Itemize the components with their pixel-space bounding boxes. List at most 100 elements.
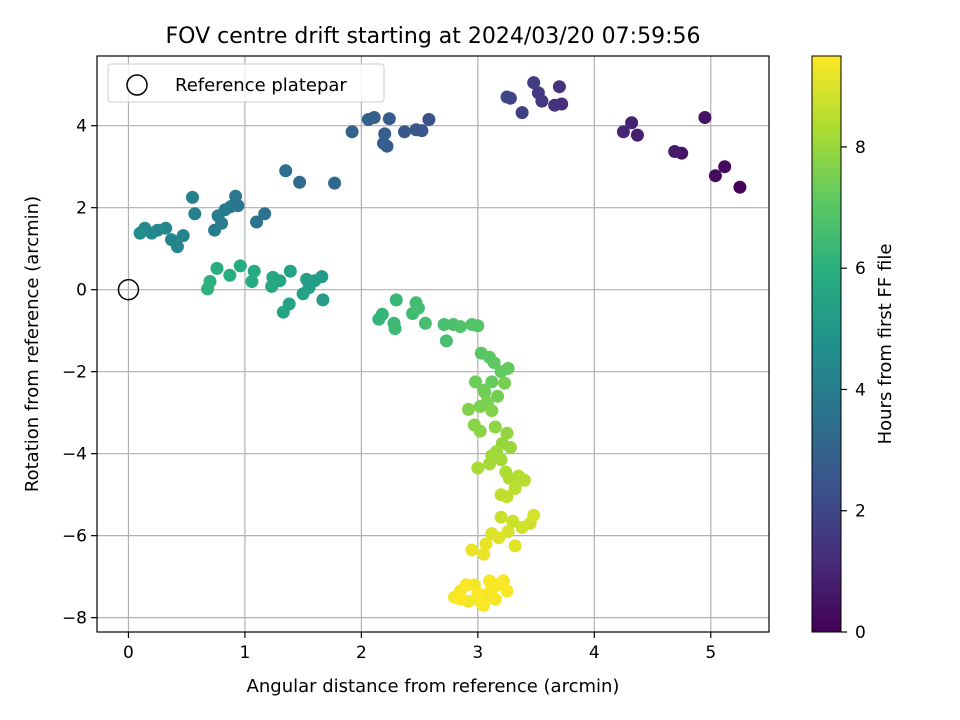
data-point bbox=[453, 592, 467, 606]
data-point bbox=[485, 404, 499, 418]
data-point bbox=[616, 125, 630, 139]
x-tick-label: 1 bbox=[239, 643, 250, 663]
data-point bbox=[293, 175, 307, 189]
data-point bbox=[345, 125, 359, 139]
data-point bbox=[208, 223, 222, 237]
colorbar bbox=[811, 55, 842, 633]
data-point bbox=[258, 207, 272, 221]
colorbar-label: Hours from first FF file bbox=[875, 244, 896, 445]
data-point bbox=[223, 268, 237, 282]
data-point bbox=[471, 461, 485, 475]
data-point bbox=[389, 293, 403, 307]
x-axis-label: Angular distance from reference (arcmin) bbox=[247, 676, 620, 697]
data-point bbox=[250, 215, 264, 229]
data-point bbox=[186, 190, 199, 204]
chart-title: FOV centre drift starting at 2024/03/20 … bbox=[166, 24, 701, 49]
data-point bbox=[296, 287, 310, 301]
y-tick-label: −4 bbox=[62, 445, 87, 465]
colorbar-tick-label: 0 bbox=[855, 623, 866, 643]
data-point bbox=[469, 375, 482, 389]
axis-ticks: 0 1 2 3 4 5 −8 −6 −4 −2 0 2 4 bbox=[62, 117, 716, 663]
data-point bbox=[471, 319, 485, 333]
data-point bbox=[361, 113, 375, 126]
data-point bbox=[483, 574, 496, 588]
legend-entry: Reference platepar bbox=[175, 75, 347, 96]
legend-box bbox=[107, 63, 385, 103]
data-point bbox=[459, 578, 473, 592]
x-tick-label: 5 bbox=[705, 643, 716, 663]
data-point bbox=[276, 305, 290, 319]
x-tick-label: 2 bbox=[356, 643, 367, 663]
data-point bbox=[453, 320, 467, 334]
data-point bbox=[176, 229, 190, 243]
reference-platepar-marker bbox=[117, 278, 140, 301]
data-point bbox=[488, 592, 502, 606]
data-point bbox=[625, 116, 639, 130]
data-point bbox=[492, 531, 506, 545]
data-point bbox=[501, 525, 515, 539]
data-point bbox=[478, 385, 492, 399]
data-point bbox=[718, 160, 732, 174]
data-point bbox=[508, 539, 522, 553]
data-point bbox=[491, 389, 505, 403]
data-point bbox=[708, 169, 722, 183]
colorbar-tick-label: 8 bbox=[855, 138, 866, 158]
data-point bbox=[245, 275, 259, 288]
data-point bbox=[437, 318, 451, 331]
data-point bbox=[165, 233, 178, 247]
data-point bbox=[483, 457, 496, 471]
data-point bbox=[388, 322, 402, 336]
data-point bbox=[517, 473, 531, 487]
data-point bbox=[473, 424, 487, 438]
data-point bbox=[733, 180, 747, 194]
data-point bbox=[247, 264, 261, 278]
data-point bbox=[548, 98, 562, 112]
data-point bbox=[494, 510, 508, 524]
data-point bbox=[372, 312, 386, 326]
data-point bbox=[211, 209, 225, 223]
data-point bbox=[409, 123, 423, 137]
data-point bbox=[398, 125, 411, 139]
data-point bbox=[465, 543, 479, 557]
y-axis-label: Rotation from reference (arcmin) bbox=[22, 196, 43, 492]
colorbar-tick-label: 2 bbox=[855, 502, 866, 522]
colorbar-tick-label: 6 bbox=[855, 259, 866, 279]
data-point bbox=[506, 514, 520, 528]
data-point bbox=[531, 86, 545, 100]
data-point bbox=[527, 508, 541, 522]
data-point bbox=[418, 316, 432, 330]
data-point bbox=[479, 537, 493, 551]
y-tick-label: 4 bbox=[76, 117, 87, 137]
data-point bbox=[300, 272, 314, 286]
data-points bbox=[133, 76, 747, 612]
data-point bbox=[279, 164, 293, 178]
data-point bbox=[411, 301, 425, 315]
y-tick-label: 0 bbox=[76, 281, 87, 301]
data-point bbox=[439, 334, 453, 348]
colorbar-ticks: 0 2 4 6 8 bbox=[841, 138, 866, 643]
legend-reference-marker bbox=[126, 74, 148, 96]
data-point bbox=[210, 261, 224, 275]
data-point bbox=[378, 127, 392, 141]
data-point bbox=[552, 80, 566, 94]
data-point bbox=[201, 282, 215, 296]
x-tick-label: 3 bbox=[472, 643, 483, 663]
data-point bbox=[527, 76, 541, 90]
colorbar-tick-label: 4 bbox=[855, 380, 866, 400]
plot-frame bbox=[96, 55, 770, 633]
x-tick-label: 4 bbox=[589, 643, 600, 663]
y-tick-label: −2 bbox=[62, 363, 87, 383]
data-point bbox=[462, 402, 475, 416]
data-point bbox=[500, 426, 514, 440]
data-point bbox=[422, 113, 436, 126]
data-point bbox=[229, 189, 243, 203]
data-point bbox=[283, 264, 297, 278]
data-point bbox=[328, 176, 342, 190]
grid-lines bbox=[97, 56, 769, 632]
data-point bbox=[477, 598, 491, 612]
data-point bbox=[515, 106, 529, 120]
data-point bbox=[494, 453, 508, 467]
data-point bbox=[487, 356, 501, 370]
legend: Reference platepar bbox=[107, 63, 385, 103]
data-point bbox=[508, 482, 522, 495]
